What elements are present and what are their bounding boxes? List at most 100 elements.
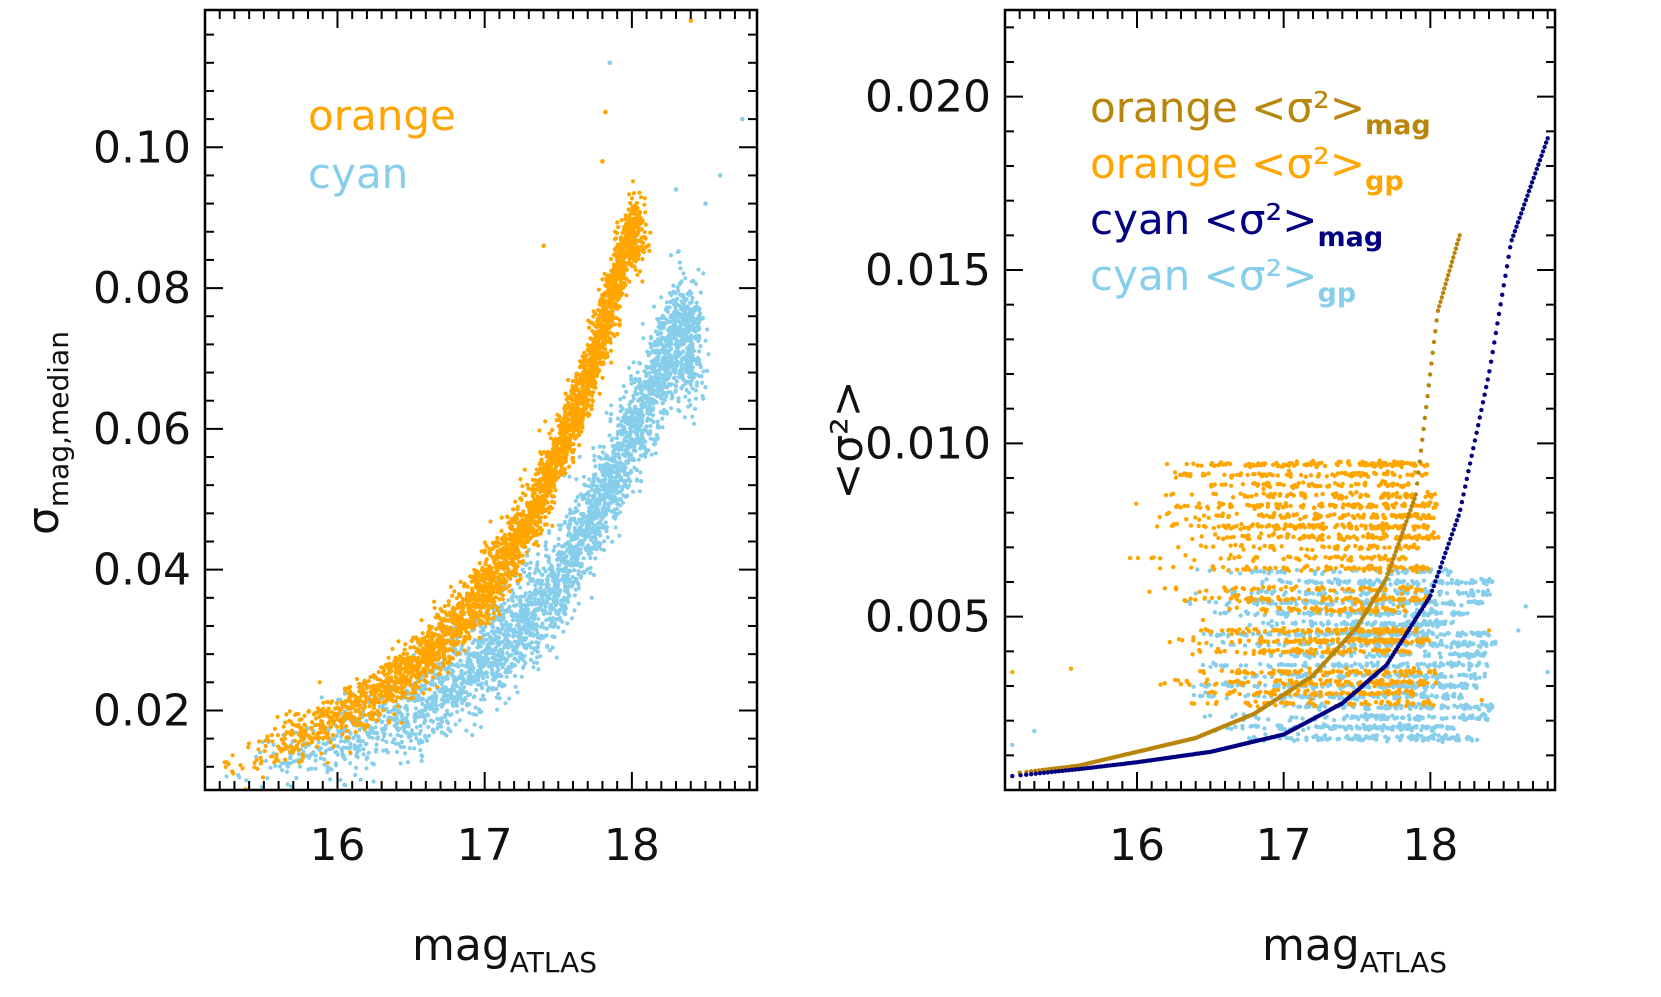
cyan-point	[370, 727, 375, 732]
cyan-point	[487, 642, 492, 647]
cyan-point	[551, 578, 556, 583]
cyan-point	[683, 276, 688, 281]
cyan-point	[655, 419, 660, 424]
cyan-point	[567, 474, 572, 479]
cyan-point	[648, 423, 653, 428]
cyan-point	[364, 756, 369, 762]
cyan-point	[526, 621, 531, 626]
orange-point	[477, 561, 482, 566]
cyan-point	[557, 550, 562, 555]
cyan-point	[569, 616, 575, 621]
cyan-point	[356, 734, 361, 739]
cyan-point	[540, 596, 545, 601]
cyan-point	[701, 396, 706, 401]
cyan-point	[395, 732, 400, 738]
cyan-point	[693, 320, 698, 325]
cyan-point	[693, 388, 699, 393]
cyan-point	[625, 417, 630, 422]
orange-point	[577, 443, 582, 448]
cyan-point	[601, 539, 607, 544]
cyan-point	[698, 290, 703, 295]
cyan-point	[519, 674, 524, 679]
cyan-point	[590, 546, 595, 552]
cyan-point	[641, 436, 646, 441]
cyan-point	[682, 415, 688, 420]
cyan-point	[591, 516, 596, 521]
cyan-point	[498, 647, 503, 652]
cyan-point	[323, 750, 328, 756]
cyan-point	[439, 687, 444, 692]
cyan-point	[567, 530, 572, 535]
cyan-point	[439, 719, 445, 724]
cyan-point	[666, 333, 672, 338]
cyan-point	[591, 572, 597, 578]
cyan-point	[285, 764, 290, 769]
cyan-point	[522, 594, 527, 599]
cyan-point	[558, 588, 563, 593]
cyan-point	[548, 611, 553, 616]
cyan-point	[518, 594, 524, 599]
cyan-point	[675, 318, 680, 323]
cyan-point	[491, 673, 496, 678]
cyan-point	[348, 741, 353, 746]
cyan-point	[588, 507, 594, 512]
orange-point	[517, 572, 523, 578]
cyan-point	[556, 556, 562, 561]
cyan-point	[457, 674, 462, 679]
cyan-point	[491, 651, 496, 656]
cyan-point	[609, 438, 614, 443]
cyan-point	[527, 566, 532, 571]
cyan-point	[655, 382, 660, 387]
cyan-point	[523, 637, 528, 643]
cyan-point	[515, 634, 521, 639]
cyan-point	[636, 411, 641, 416]
cyan-point	[417, 714, 422, 719]
cyan-point	[575, 521, 580, 526]
cyan-point	[648, 334, 654, 340]
cyan-point	[698, 365, 704, 370]
cyan-point	[664, 300, 670, 305]
cyan-point	[532, 646, 537, 651]
cyan-point	[435, 716, 440, 722]
orange-point	[257, 739, 262, 744]
cyan-point	[341, 745, 346, 750]
orange-point	[283, 720, 288, 725]
cyan-point	[631, 448, 637, 453]
cyan-point	[667, 352, 672, 357]
cyan-point	[688, 403, 693, 408]
cyan-point	[535, 607, 541, 613]
cyan-point	[288, 761, 293, 766]
cyan-point	[522, 602, 527, 608]
cyan-point	[414, 736, 419, 741]
cyan-outlier-point	[717, 173, 723, 178]
cyan-point	[569, 556, 574, 562]
cyan-point	[478, 657, 483, 662]
cyan-point	[444, 693, 449, 699]
orange-point	[275, 714, 280, 720]
cyan-point	[514, 618, 520, 623]
cyan-point	[571, 546, 576, 552]
cyan-point	[569, 584, 575, 589]
cyan-point	[420, 708, 425, 713]
cyan-point	[479, 681, 484, 686]
cyan-point	[615, 489, 620, 494]
cyan-point	[674, 379, 680, 384]
cyan-point	[578, 550, 583, 555]
cyan-point	[581, 556, 586, 561]
cyan-point	[463, 671, 468, 676]
cyan-point	[609, 412, 614, 417]
cyan-point	[476, 707, 482, 712]
cyan-point	[692, 335, 697, 340]
cyan-point	[534, 622, 539, 627]
cyan-point	[546, 574, 551, 579]
cyan-point	[635, 420, 641, 425]
cyan-point	[555, 585, 560, 590]
cyan-point	[578, 574, 584, 579]
cyan-point	[486, 685, 491, 690]
cyan-point	[695, 355, 700, 360]
cyan-point	[690, 295, 695, 300]
cyan-point	[637, 489, 643, 494]
cyan-point	[474, 687, 479, 693]
orange-point	[543, 514, 548, 520]
cyan-point	[551, 548, 556, 553]
